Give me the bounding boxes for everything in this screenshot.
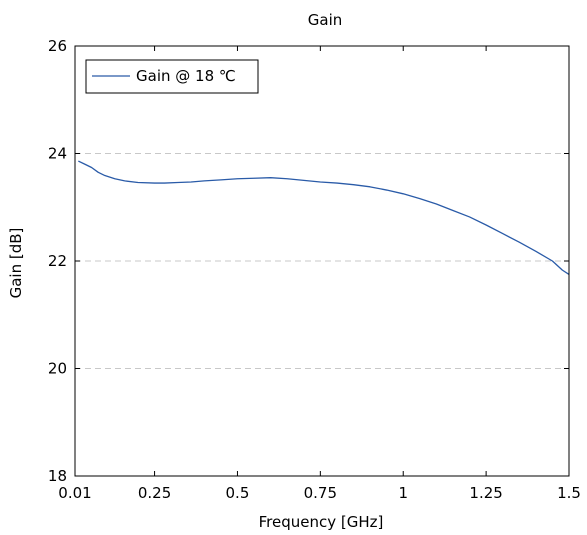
series-line xyxy=(78,160,570,275)
x-tick-label: 0.5 xyxy=(226,484,250,502)
axis-ticks: 0.01 0.25 0.5 0.75 1 1.25 1.5 18 20 22 24 26 xyxy=(48,37,581,502)
x-tick-label: 0.25 xyxy=(138,484,171,502)
x-tick-label: 1.5 xyxy=(557,484,581,502)
x-tick-label: 0.75 xyxy=(304,484,337,502)
x-tick-label: 1 xyxy=(398,484,408,502)
y-axis-label: Gain [dB] xyxy=(7,228,25,299)
legend: Gain @ 18 ℃ xyxy=(85,59,259,94)
chart-title: Gain xyxy=(308,11,343,29)
legend-label: Gain @ 18 ℃ xyxy=(136,67,236,85)
grid-lines xyxy=(75,153,569,369)
x-tick-label: 0.01 xyxy=(58,484,91,502)
y-tick-label: 24 xyxy=(48,145,67,163)
y-tick-label: 20 xyxy=(48,360,67,378)
y-tick-label: 26 xyxy=(48,37,67,55)
x-tick-label: 1.25 xyxy=(469,484,502,502)
series-layer xyxy=(78,160,570,275)
y-tick-label: 18 xyxy=(48,467,67,485)
x-axis-label: Frequency [GHz] xyxy=(259,513,384,531)
legend-box xyxy=(85,59,259,94)
y-tick-label: 22 xyxy=(48,252,67,270)
